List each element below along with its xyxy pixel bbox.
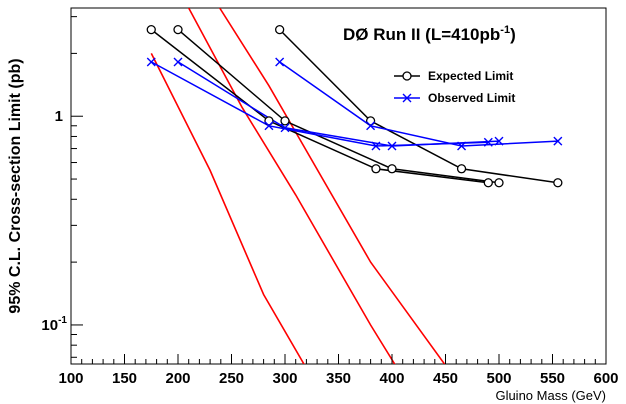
- series-0-point-0: [146, 24, 156, 35]
- series-3-point-2: [371, 141, 381, 151]
- y-axis-label: 95% C.L. Cross-section Limit (pb): [7, 58, 24, 313]
- x-tick-label: 200: [165, 370, 190, 387]
- series-4-line: [177, 61, 500, 147]
- x-tick-label: 300: [272, 370, 297, 387]
- legend-expected-label: Expected Limit: [428, 69, 513, 83]
- x-tick-label: 500: [486, 370, 511, 387]
- series-4-point-0: [173, 57, 183, 67]
- series-4-point-3: [494, 136, 504, 146]
- series-5-point-3: [553, 136, 563, 146]
- x-tick-label: 550: [540, 370, 565, 387]
- legend-expected-marker: [402, 71, 412, 81]
- legend-observed-marker: [402, 93, 412, 103]
- series-1-point-1: [280, 116, 290, 126]
- x-tick-label: 350: [326, 370, 351, 387]
- series-0-point-3: [483, 178, 493, 188]
- series-3-point-0: [146, 57, 156, 67]
- y-tick-label: 10-1: [41, 315, 67, 334]
- x-tick-label: 100: [58, 370, 83, 387]
- x-tick-label: 400: [379, 370, 404, 387]
- series-1-line: [177, 29, 500, 184]
- x-axis-label: Gluino Mass (GeV): [495, 388, 606, 403]
- series-3-point-1: [264, 121, 274, 131]
- series-1-point-2: [387, 164, 397, 174]
- series-2-line: [279, 29, 559, 184]
- series-0-point-2: [371, 164, 381, 174]
- series-7-line: [187, 8, 396, 364]
- series-4-point-1: [280, 123, 290, 133]
- series-2-point-0: [274, 24, 285, 35]
- series-2-point-2: [456, 164, 467, 174]
- x-tick-label: 250: [219, 370, 244, 387]
- chart-title: DØ Run II (L=410pb-1): [343, 24, 516, 44]
- legend-observed-label: Observed Limit: [428, 91, 515, 105]
- x-tick-label: 150: [112, 370, 137, 387]
- limit-curves: [150, 29, 559, 184]
- series-0-line: [150, 29, 489, 184]
- legend: Expected Limit Observed Limit: [394, 69, 515, 105]
- y-tick-label: 1: [55, 108, 63, 125]
- series-2-point-3: [553, 178, 563, 188]
- x-tick-label: 600: [593, 370, 618, 387]
- series-5-point-2: [457, 141, 467, 151]
- series-8-line: [219, 8, 446, 364]
- x-tick-label: 450: [433, 370, 458, 387]
- series-5-point-0: [275, 57, 285, 67]
- series-4-point-2: [387, 141, 397, 151]
- series-3-point-3: [483, 137, 493, 147]
- series-5-line: [279, 61, 558, 147]
- series-1-point-0: [173, 24, 183, 35]
- data-markers: [146, 24, 563, 188]
- series-6-line: [150, 53, 305, 364]
- series-5-point-1: [366, 121, 376, 131]
- axes: 100 150 200 250 300 350 400 450 500 550 600 1 10-1: [41, 16, 619, 387]
- series-1-point-3: [494, 178, 504, 188]
- red-curves: [150, 8, 446, 364]
